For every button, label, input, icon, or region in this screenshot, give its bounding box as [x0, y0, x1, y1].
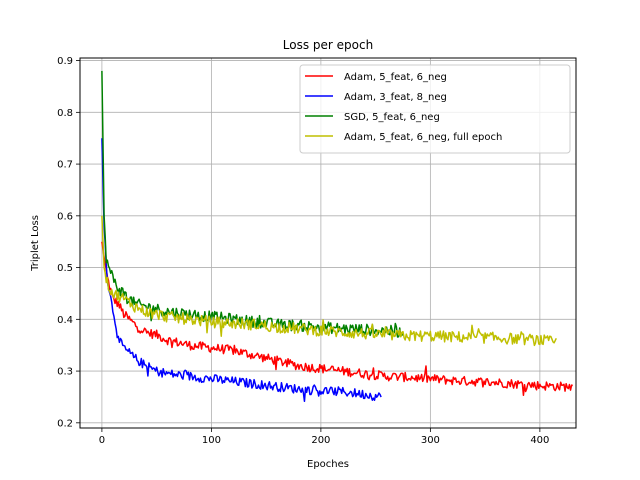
legend-label: Adam, 5_feat, 6_neg, full epoch	[344, 132, 502, 143]
y-axis-label: Triplet Loss	[30, 215, 41, 272]
chart-title: Loss per epoch	[283, 38, 373, 52]
plot-frame	[79, 57, 577, 429]
series-layer	[101, 70, 574, 403]
x-tick-label: 400	[530, 435, 549, 446]
y-tick-label: 0.7	[57, 160, 73, 171]
x-tick-label: 200	[311, 435, 330, 446]
series-line-1	[101, 241, 574, 397]
series-line-4	[101, 215, 557, 347]
legend: Adam, 5_feat, 6_neg Adam, 3_feat, 8_neg SG…	[299, 64, 571, 154]
x-tick-label: 300	[421, 435, 440, 446]
y-tick-label: 0.6	[57, 211, 73, 222]
legend-box	[299, 64, 571, 154]
legend-label: Adam, 3_feat, 8_neg	[344, 92, 447, 103]
legend-label: Adam, 5_feat, 6_neg	[344, 72, 447, 83]
y-tick-label: 0.2	[57, 418, 73, 429]
y-tick-label: 0.8	[57, 108, 73, 119]
x-axis-label: Epoches	[307, 459, 349, 470]
y-tick-label: 0.3	[57, 367, 73, 378]
y-tick-label: 0.4	[57, 315, 73, 326]
y-tick-label: 0.5	[57, 263, 73, 274]
ticks: 0 100 200 300 400 0.2 0.3 0.4 0.5 0.6 0.7 0.8 0.9	[57, 56, 549, 446]
x-tick-label: 100	[202, 435, 221, 446]
series-line-2	[101, 138, 382, 403]
y-tick-label: 0.9	[57, 56, 73, 67]
legend-label: SGD, 5_feat, 6_neg	[344, 112, 440, 123]
x-tick-label: 0	[99, 435, 105, 446]
